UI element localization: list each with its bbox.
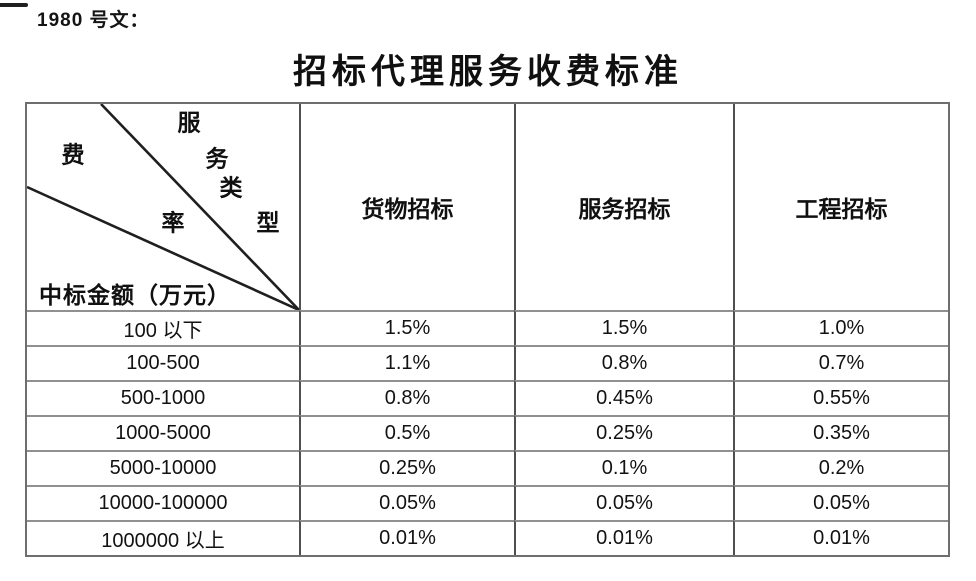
fee-value: 0.8% <box>299 380 514 415</box>
fee-value: 1.1% <box>299 345 514 380</box>
corner-service-type-char: 类 <box>219 175 243 201</box>
fee-value: 0.05% <box>733 485 948 520</box>
corner-header-cell: 服 务 类 型 费 率 中标金额（万元） <box>27 104 299 310</box>
fee-value: 0.05% <box>299 485 514 520</box>
column-header-goods: 货物招标 <box>299 104 514 310</box>
column-header-services: 服务招标 <box>514 104 733 310</box>
row-label: 10000-100000 <box>27 485 299 520</box>
fee-value: 1.5% <box>299 310 514 345</box>
fee-value: 1.0% <box>733 310 948 345</box>
corner-service-type-char: 务 <box>205 146 229 172</box>
fee-value: 0.25% <box>514 415 733 450</box>
fee-value: 0.8% <box>514 345 733 380</box>
fee-value: 0.2% <box>733 450 948 485</box>
corner-service-type-char: 服 <box>177 110 201 136</box>
fee-value: 0.7% <box>733 345 948 380</box>
fee-value: 0.55% <box>733 380 948 415</box>
fee-value: 0.35% <box>733 415 948 450</box>
fee-value: 0.25% <box>299 450 514 485</box>
corner-service-type-char: 型 <box>256 210 280 236</box>
corner-fee-rate-char: 费 <box>61 142 85 168</box>
fee-value: 0.01% <box>299 520 514 555</box>
fee-value: 0.5% <box>299 415 514 450</box>
fee-value: 0.45% <box>514 380 733 415</box>
fee-table: 服 务 类 型 费 率 中标金额（万元） 货物招标 服务招标 工程招标 100 … <box>25 102 950 557</box>
page-title: 招标代理服务收费标准 <box>293 54 683 91</box>
column-header-engineering: 工程招标 <box>733 104 948 310</box>
corner-amount-label: 中标金额（万元） <box>39 283 231 308</box>
fee-value: 0.1% <box>514 450 733 485</box>
corner-fee-rate-char: 率 <box>161 210 185 236</box>
fee-value: 0.01% <box>514 520 733 555</box>
row-label: 5000-10000 <box>27 450 299 485</box>
fee-value: 1.5% <box>514 310 733 345</box>
page-corner-mark <box>0 3 28 7</box>
diagonal-divider-lines <box>27 104 299 310</box>
doc-number: 1980 号文： <box>37 10 150 31</box>
row-label: 1000000 以上 <box>27 520 299 555</box>
fee-value: 0.05% <box>514 485 733 520</box>
row-label: 1000-5000 <box>27 415 299 450</box>
row-label: 100-500 <box>27 345 299 380</box>
fee-value: 0.01% <box>733 520 948 555</box>
row-label: 100 以下 <box>27 310 299 345</box>
row-label: 500-1000 <box>27 380 299 415</box>
